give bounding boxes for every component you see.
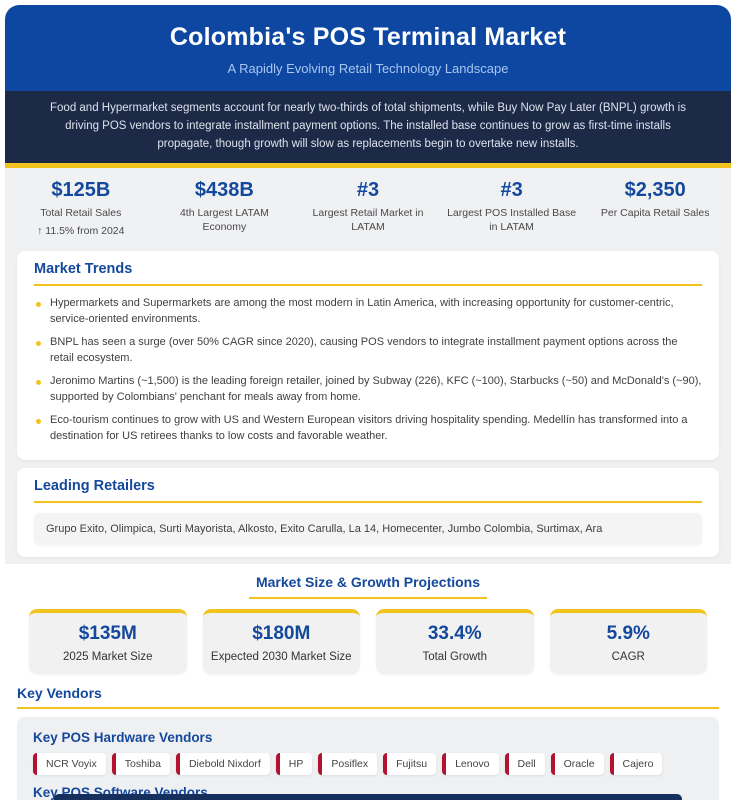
- page-container: Colombia's POS Terminal Market A Rapidly…: [5, 5, 731, 800]
- bullet-dot-icon: [36, 340, 41, 346]
- trend-item: Eco-tourism continues to grow with US an…: [34, 413, 702, 445]
- vendor-chip: NCR Voyix: [33, 752, 106, 775]
- intro-banner: Food and Hypermarket segments account fo…: [5, 91, 731, 169]
- yellow-divider: [17, 706, 719, 709]
- market-card-label: Total Growth: [422, 650, 488, 663]
- market-card-value: 33.4%: [427, 622, 482, 644]
- leading-retailers-card: Leading Retailers Grupo Exito, Olimpica,…: [17, 467, 719, 557]
- vendor-chip: Toshiba: [111, 752, 170, 775]
- market-card-label: CAGR: [611, 650, 645, 663]
- stat-label: Total Retail Sales: [40, 207, 122, 220]
- trend-item: BNPL has seen a surge (over 50% CAGR sin…: [34, 335, 702, 367]
- stat-value: #3: [500, 179, 523, 202]
- stat-item-total-retail-sales: $125B Total Retail Sales ↑ 11.5% from 20…: [9, 179, 153, 237]
- vendor-chip: Posiflex: [318, 752, 378, 775]
- footer-bar: [54, 794, 682, 800]
- stat-label: Largest Retail Market in LATAM: [312, 207, 424, 234]
- page-subtitle: A Rapidly Evolving Retail Technology Lan…: [227, 61, 509, 76]
- retailers-list: Grupo Exito, Olimpica, Surti Mayorista, …: [34, 512, 702, 545]
- market-size-cards: $135M 2025 Market Size $180M Expected 20…: [29, 608, 707, 674]
- stat-sublabel: ↑ 11.5% from 2024: [37, 225, 125, 238]
- vendor-chip: Oracle: [550, 752, 604, 775]
- market-card-total-growth: 33.4% Total Growth: [376, 608, 534, 674]
- vendor-chip: Dell: [504, 752, 545, 775]
- yellow-divider: [249, 596, 487, 599]
- market-trends-title: Market Trends: [34, 261, 133, 278]
- stat-item-pos-installed-base-rank: #3 Largest POS Installed Base in LATAM: [440, 179, 584, 237]
- header: Colombia's POS Terminal Market A Rapidly…: [5, 5, 731, 91]
- stat-item-retail-market-rank: #3 Largest Retail Market in LATAM: [296, 179, 440, 237]
- market-size-title: Market Size & Growth Projections: [255, 573, 481, 590]
- intro-text: Food and Hypermarket segments account fo…: [50, 102, 686, 150]
- market-card-value: $135M: [78, 622, 137, 644]
- bullet-dot-icon: [36, 302, 41, 308]
- vendor-chip: Cajero: [609, 752, 663, 775]
- market-card-label: 2025 Market Size: [63, 650, 153, 663]
- hardware-vendor-chips: NCR Voyix Toshiba Diebold Nixdorf HP Pos…: [33, 752, 703, 775]
- market-card-value: 5.9%: [606, 622, 650, 644]
- hardware-vendors-title: Key POS Hardware Vendors: [33, 729, 213, 745]
- page-title: Colombia's POS Terminal Market: [169, 23, 567, 51]
- trend-text: BNPL has seen a surge (over 50% CAGR sin…: [50, 335, 678, 364]
- yellow-divider: [34, 500, 702, 503]
- trend-text: Hypermarkets and Supermarkets are among …: [50, 297, 674, 326]
- vendor-chip: Fujitsu: [383, 752, 437, 775]
- stat-value: #3: [356, 179, 380, 202]
- stat-item-per-capita-sales: $2,350 Per Capita Retail Sales: [583, 179, 727, 237]
- trend-item: Jeronimo Martins (~1,500) is the leading…: [34, 374, 702, 406]
- key-vendors-card: Key POS Hardware Vendors NCR Voyix Toshi…: [17, 716, 719, 800]
- vendor-chip: HP: [275, 752, 313, 775]
- trend-text: Jeronimo Martins (~1,500) is the leading…: [50, 374, 702, 403]
- stat-label: Per Capita Retail Sales: [600, 207, 710, 220]
- market-card-label: Expected 2030 Market Size: [210, 650, 352, 663]
- leading-retailers-title: Leading Retailers: [34, 477, 155, 494]
- trend-text: Eco-tourism continues to grow with US an…: [50, 413, 688, 442]
- market-card-cagr: 5.9% CAGR: [549, 608, 707, 674]
- stat-value: $2,350: [624, 179, 686, 202]
- market-size-heading: Market Size & Growth Projections: [5, 574, 731, 599]
- stat-value: $125B: [51, 179, 111, 202]
- market-card-value: $180M: [252, 622, 311, 644]
- vendor-chip: Lenovo: [442, 752, 499, 775]
- market-trends-card: Market Trends Hypermarkets and Supermark…: [17, 251, 719, 460]
- vendor-chip: Diebold Nixdorf: [175, 752, 270, 775]
- yellow-divider: [34, 284, 702, 287]
- stat-value: $438B: [194, 179, 254, 202]
- key-vendors-title: Key Vendors: [17, 684, 102, 701]
- key-vendors-heading: Key Vendors: [17, 685, 719, 709]
- stat-item-latam-economy: $438B 4th Largest LATAM Economy: [153, 179, 297, 237]
- stat-label: 4th Largest LATAM Economy: [179, 207, 269, 234]
- market-card-2025: $135M 2025 Market Size: [29, 608, 187, 674]
- market-trends-list: Hypermarkets and Supermarkets are among …: [34, 296, 702, 445]
- bullet-dot-icon: [36, 379, 41, 385]
- stat-label: Largest POS Installed Base in LATAM: [447, 207, 577, 234]
- trend-item: Hypermarkets and Supermarkets are among …: [34, 296, 702, 328]
- upper-section: $125B Total Retail Sales ↑ 11.5% from 20…: [5, 168, 731, 564]
- bullet-dot-icon: [36, 418, 41, 424]
- stats-row: $125B Total Retail Sales ↑ 11.5% from 20…: [5, 168, 731, 243]
- market-card-2030: $180M Expected 2030 Market Size: [202, 608, 360, 674]
